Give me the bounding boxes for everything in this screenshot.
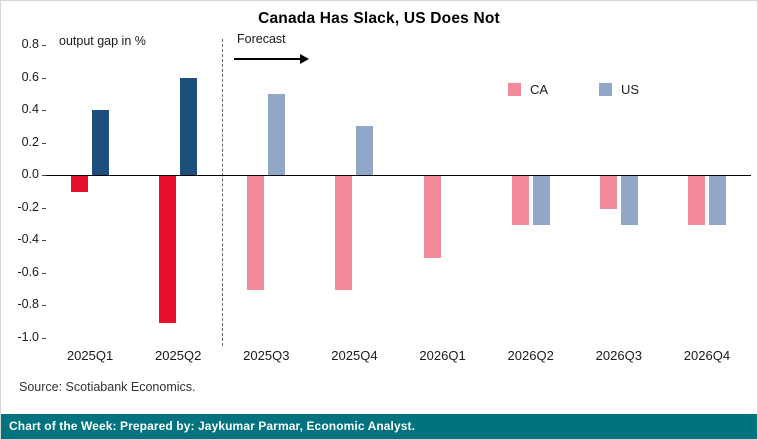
y-axis-tick-label: 0.6 [21, 69, 39, 84]
forecast-arrow-icon [300, 54, 309, 64]
forecast-arrow-line [234, 58, 300, 60]
x-axis-tick-label: 2025Q4 [331, 348, 378, 363]
bar-us-2025Q4 [356, 126, 374, 176]
bar-ca-2025Q2 [159, 176, 177, 323]
legend-label-ca: CA [530, 82, 549, 97]
legend-swatch-us [599, 83, 612, 96]
zero-baseline [46, 175, 751, 176]
y-axis-tick-label: -1.0 [17, 330, 39, 344]
bar-ca-2026Q4 [687, 176, 705, 225]
bar-us-2025Q1 [92, 110, 110, 176]
bar-us-2026Q3 [620, 176, 638, 225]
y-axis-tick-label: -0.8 [17, 297, 39, 312]
bar-us-2026Q4 [708, 176, 726, 225]
bar-us-2025Q3 [268, 93, 286, 176]
y-axis-tick-mark [42, 338, 46, 339]
y-axis-tick-mark [42, 143, 46, 144]
y-axis-tick-label: 0.8 [21, 37, 39, 51]
bar-ca-2026Q3 [599, 176, 617, 209]
y-axis-unit-label: output gap in % [59, 34, 146, 48]
y-axis-tick-mark [42, 273, 46, 274]
x-axis-tick-label: 2026Q3 [595, 348, 642, 363]
x-axis-tick-label: 2026Q4 [683, 348, 731, 363]
y-axis-tick-label: 0.0 [21, 167, 39, 182]
legend-label-us: US [621, 82, 640, 97]
bar-us-2026Q2 [532, 176, 550, 225]
x-axis-tick-label: 2025Q1 [66, 348, 114, 363]
y-axis-tick-mark [42, 208, 46, 209]
x-axis-tick-label: 2025Q3 [243, 348, 290, 363]
bar-ca-2026Q2 [511, 176, 529, 225]
bar-ca-2026Q1 [423, 176, 441, 258]
y-axis-tick-label: -0.4 [17, 232, 39, 247]
y-axis-tick-mark [42, 305, 46, 306]
y-axis-tick-label: 0.4 [21, 102, 39, 117]
bar-ca-2025Q3 [247, 176, 265, 291]
x-axis-tick-label: 2026Q2 [507, 348, 554, 363]
forecast-annotation-label: Forecast [237, 32, 286, 46]
y-axis-tick-label: 0.2 [21, 134, 39, 149]
y-axis-tick-mark [42, 45, 46, 46]
bar-ca-2025Q4 [335, 176, 353, 291]
forecast-divider-line [222, 39, 223, 346]
x-axis-tick-label: 2025Q2 [155, 348, 202, 363]
source-note: Source: Scotiabank Economics. [19, 380, 196, 394]
bar-ca-2025Q1 [71, 176, 89, 193]
y-axis-tick-mark [42, 110, 46, 111]
y-axis-tick-label: -0.2 [17, 199, 39, 214]
y-axis-tick-mark [42, 175, 46, 176]
y-axis-tick-label: -0.6 [17, 264, 39, 279]
footer-banner: Chart of the Week: Prepared by: Jaykumar… [1, 414, 757, 439]
y-axis-tick-mark [42, 78, 46, 79]
bar-us-2025Q2 [180, 77, 198, 176]
legend-item-us: US [599, 82, 639, 97]
chart-title: Canada Has Slack, US Does Not [258, 10, 500, 27]
legend-item-ca: CA [508, 82, 548, 97]
legend-swatch-ca [508, 83, 521, 96]
y-axis-tick-mark [42, 240, 46, 241]
x-axis-tick-label: 2026Q1 [419, 348, 466, 363]
